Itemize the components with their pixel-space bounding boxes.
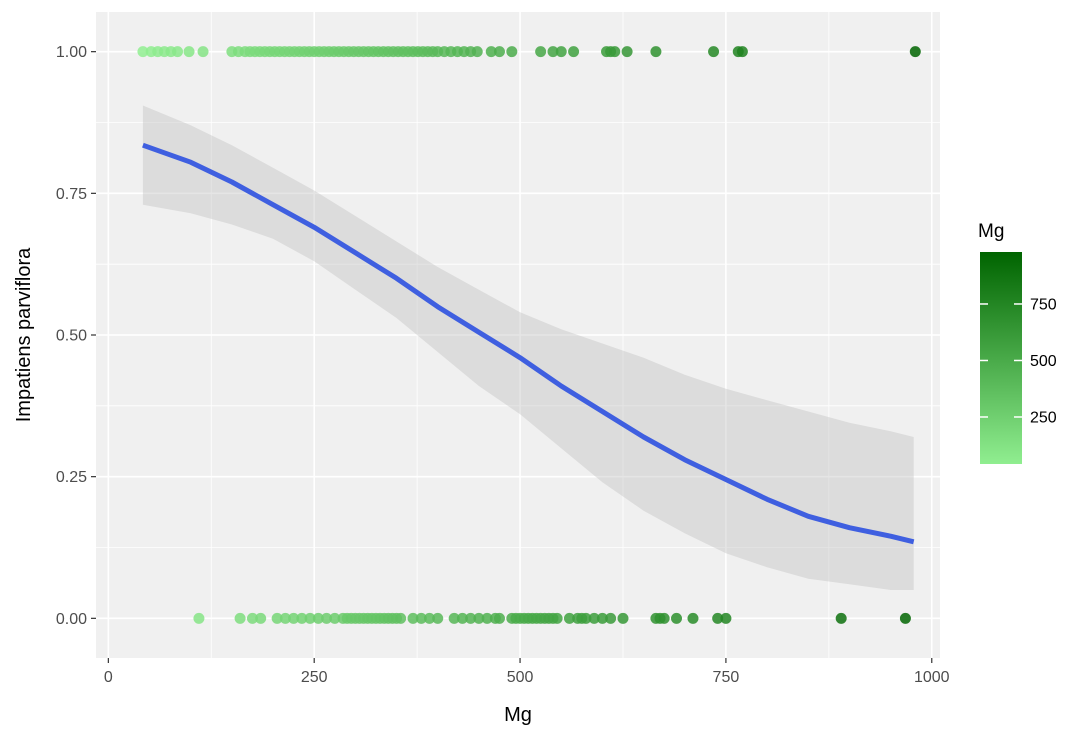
data-point [471, 46, 483, 58]
data-point [271, 612, 283, 624]
data-point [580, 612, 592, 624]
data-point [596, 612, 608, 624]
x-axis: 0 250 500 750 1000 [104, 658, 950, 686]
data-point [609, 46, 621, 58]
data-point [246, 612, 258, 624]
data-point [671, 612, 683, 624]
y-axis-title: Impatiens parviflora [13, 247, 35, 422]
data-point [288, 612, 300, 624]
data-point [279, 612, 291, 624]
data-point [255, 612, 267, 624]
y-tick-label: 0.25 [56, 469, 87, 486]
y-tick-label: 0.75 [56, 186, 87, 203]
data-point [650, 46, 662, 58]
data-point [621, 46, 633, 58]
data-point [899, 612, 911, 624]
data-point [551, 612, 563, 624]
data-point [485, 46, 497, 58]
legend-tick-label: 500 [1030, 353, 1057, 370]
data-point [448, 612, 460, 624]
y-tick-label: 0.50 [56, 328, 87, 345]
x-tick-label: 750 [713, 669, 740, 686]
data-point [473, 612, 485, 624]
data-point [736, 46, 748, 58]
data-point [568, 46, 580, 58]
data-point [493, 612, 505, 624]
data-point [720, 612, 732, 624]
y-tick-label: 0.00 [56, 611, 87, 628]
data-point [547, 46, 559, 58]
data-point [708, 46, 720, 58]
legend: Mg 250 500 750 [978, 221, 1057, 464]
data-point [172, 46, 184, 58]
legend-ticks: 250 500 750 [980, 296, 1057, 426]
data-point [321, 612, 333, 624]
data-point [481, 612, 493, 624]
x-tick-label: 500 [507, 669, 534, 686]
data-point [712, 612, 724, 624]
confidence-band [142, 105, 914, 590]
data-point [395, 612, 407, 624]
data-point [506, 46, 518, 58]
data-point [197, 46, 209, 58]
legend-tick-label: 250 [1030, 409, 1057, 426]
y-tick-label: 1.00 [56, 44, 87, 61]
legend-title: Mg [978, 221, 1004, 242]
legend-colorbar [980, 252, 1022, 464]
data-point [835, 612, 847, 624]
data-point [687, 612, 699, 624]
data-point [304, 612, 316, 624]
data-point [312, 612, 324, 624]
data-point [605, 612, 617, 624]
data-point [137, 46, 149, 58]
data-point [555, 46, 567, 58]
x-tick-label: 1000 [914, 669, 950, 686]
data-point [493, 46, 505, 58]
data-point [535, 46, 547, 58]
fit-line [142, 142, 915, 545]
data-point [456, 612, 468, 624]
data-point [432, 612, 444, 624]
x-tick-label: 0 [104, 669, 113, 686]
data-point [563, 612, 575, 624]
data-point [423, 612, 435, 624]
data-point [407, 612, 419, 624]
data-point [617, 612, 629, 624]
data-point [234, 612, 246, 624]
data-point [588, 612, 600, 624]
y-axis: 0.00 0.25 0.50 0.75 1.00 [56, 44, 96, 628]
data-point [415, 612, 427, 624]
data-point [193, 612, 205, 624]
data-point [658, 612, 670, 624]
legend-tick-label: 750 [1030, 296, 1057, 313]
x-tick-label: 250 [301, 669, 328, 686]
data-point [329, 612, 341, 624]
data-point [296, 612, 308, 624]
data-point [465, 612, 477, 624]
data-points [137, 46, 921, 624]
x-axis-title: Mg [504, 704, 532, 726]
data-point [909, 46, 921, 58]
data-point [183, 46, 195, 58]
